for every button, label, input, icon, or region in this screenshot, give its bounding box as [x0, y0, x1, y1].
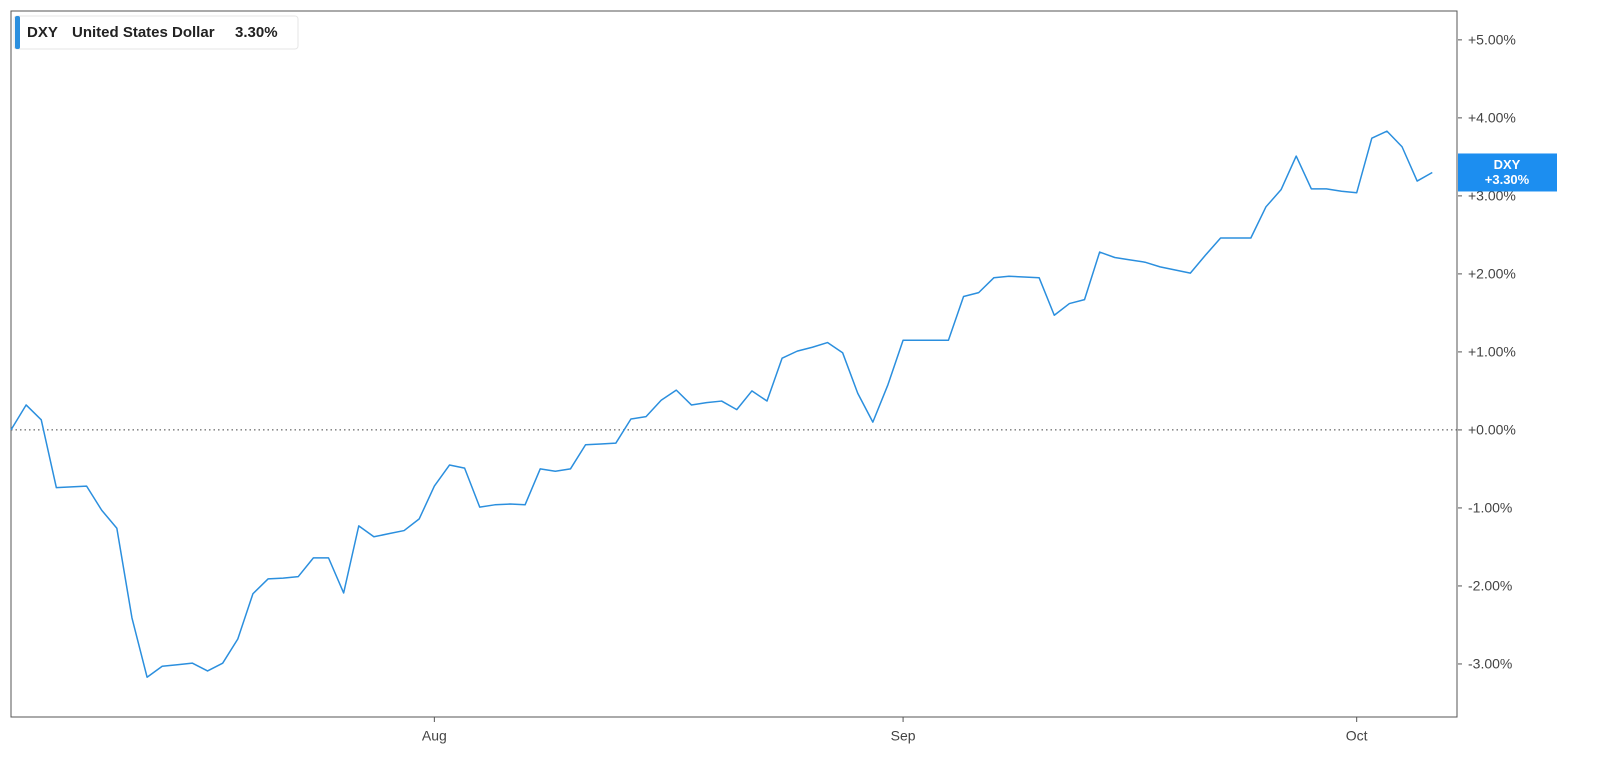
y-tick-label: -2.00% — [1468, 578, 1512, 594]
y-tick-label: +4.00% — [1468, 110, 1516, 126]
y-tick-label: +5.00% — [1468, 32, 1516, 48]
legend: DXY United States Dollar 3.30% — [13, 15, 299, 50]
x-tick-label: Sep — [891, 728, 916, 744]
y-tick-label: -3.00% — [1468, 656, 1512, 672]
legend-swatch — [15, 16, 20, 49]
y-tick-label: -1.00% — [1468, 500, 1512, 516]
last-value-tag — [1458, 153, 1557, 192]
tag-symbol: DXY — [1494, 157, 1521, 172]
y-tick-label: +1.00% — [1468, 344, 1516, 360]
x-tick-label: Aug — [422, 728, 447, 744]
plot-frame — [10, 10, 1458, 718]
legend-symbol: DXY — [27, 24, 58, 41]
legend-description: United States Dollar — [72, 24, 215, 41]
y-tick-label: +2.00% — [1468, 266, 1516, 282]
legend-value: 3.30% — [235, 24, 278, 41]
x-tick-label: Oct — [1346, 728, 1368, 744]
data-line — [10, 130, 1433, 678]
y-tick-label: +0.00% — [1468, 422, 1516, 438]
legend-box — [13, 15, 299, 50]
tag-value: +3.30% — [1485, 172, 1530, 187]
y-tick-label: +3.00% — [1468, 188, 1516, 204]
